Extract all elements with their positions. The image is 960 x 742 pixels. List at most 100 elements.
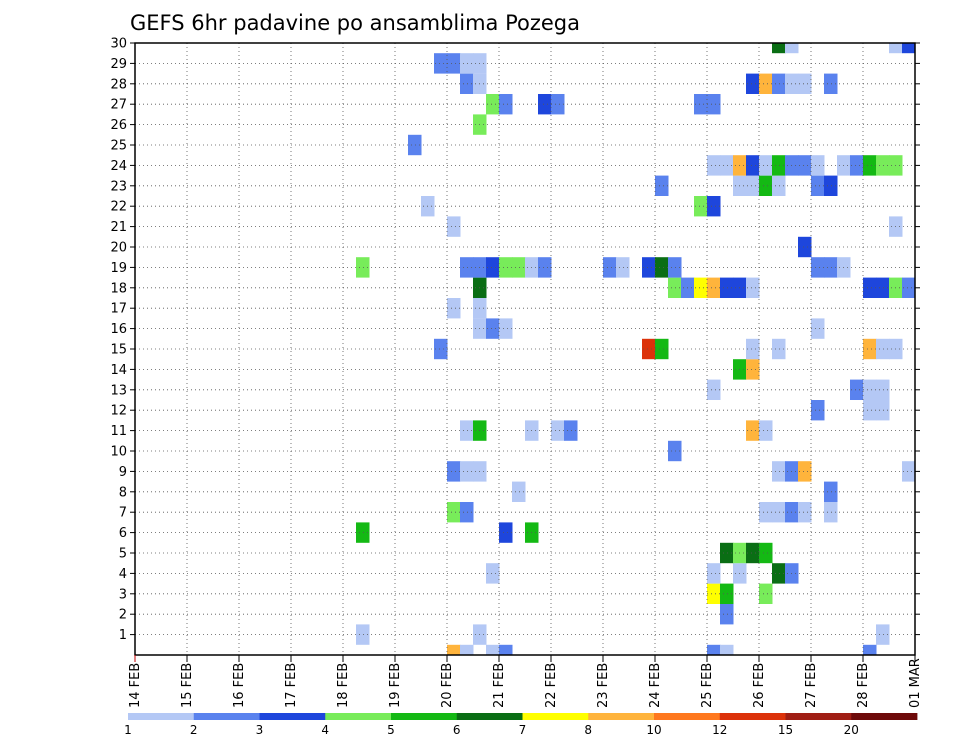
precip-cell	[759, 502, 773, 523]
precip-cell	[759, 583, 773, 604]
precip-cell	[785, 43, 799, 54]
precip-cell	[876, 338, 890, 360]
precip-cell	[746, 277, 760, 298]
precip-cell	[746, 175, 760, 196]
colorbar-label: 8	[584, 723, 592, 737]
colorbar-swatch	[719, 713, 786, 720]
precip-cell	[564, 420, 578, 441]
precip-cell	[811, 400, 825, 421]
colorbar-swatch	[851, 713, 918, 720]
precip-cell	[720, 604, 734, 625]
precip-cell	[603, 257, 617, 278]
colorbar: 1 2 3 4 5 6 7 8 10 12 15 20	[124, 713, 918, 737]
precip-cell	[447, 644, 461, 655]
x-tick-label: 25 FEB	[700, 663, 715, 708]
y-tick-label: 15	[110, 343, 127, 358]
y-tick-label: 2	[119, 608, 127, 623]
precip-cell	[824, 257, 838, 278]
colorbar-swatch	[325, 713, 392, 720]
y-tick-label: 4	[119, 567, 127, 582]
x-tick-label: 28 FEB	[856, 663, 871, 708]
precip-cell	[902, 461, 916, 482]
colorbar-swatch	[456, 713, 523, 720]
precip-cell	[902, 277, 916, 298]
y-tick-label: 21	[110, 220, 127, 235]
precip-cell	[707, 644, 721, 655]
precip-cell	[850, 155, 864, 176]
x-axis: 14 FEB 15 FEB 16 FEB 17 FEB 18 FEB 19 FEB 20 F…	[128, 655, 923, 708]
y-tick-label: 11	[110, 424, 127, 439]
precip-cell	[655, 338, 669, 360]
y-tick-label: 25	[110, 139, 127, 154]
precip-cell	[707, 379, 721, 400]
precip-cell	[798, 461, 812, 482]
precip-cell	[746, 420, 760, 441]
precip-cell	[746, 73, 760, 94]
precip-cell	[720, 583, 734, 604]
precip-cell	[824, 175, 838, 196]
precip-cell	[759, 73, 773, 94]
precip-cell	[707, 277, 721, 298]
precip-cell	[460, 257, 474, 278]
colorbar-swatch	[654, 713, 721, 720]
precip-cell	[746, 155, 760, 176]
precip-cell	[707, 94, 721, 115]
y-tick-label: 5	[119, 547, 127, 562]
precip-cell	[824, 481, 838, 502]
y-tick-label: 14	[110, 363, 127, 378]
precip-cell	[642, 338, 656, 360]
chart-title: GEFS 6hr padavine po ansamblima Pozega	[130, 11, 580, 35]
precip-cell	[499, 94, 513, 115]
x-tick-label: 26 FEB	[752, 663, 767, 708]
x-tick-label: 19 FEB	[388, 663, 403, 708]
precip-cell	[772, 175, 786, 196]
precip-cell	[759, 175, 773, 196]
precip-cell	[447, 298, 461, 319]
x-tick-label: 27 FEB	[804, 663, 819, 708]
precip-cell	[655, 175, 669, 196]
y-tick-label: 22	[110, 200, 127, 215]
colorbar-swatch	[785, 713, 852, 720]
y-tick-label: 13	[110, 383, 127, 398]
precip-cell	[512, 481, 526, 502]
precip-cell	[408, 134, 422, 156]
precip-cell	[863, 644, 877, 655]
colorbar-label: 6	[453, 723, 461, 737]
y-tick-label: 1	[119, 628, 127, 643]
precip-cell	[772, 43, 786, 54]
precip-cell	[434, 338, 448, 360]
y-tick-label: 27	[110, 98, 127, 113]
colorbar-label: 5	[387, 723, 395, 737]
precip-cell	[824, 502, 838, 523]
y-tick-label: 29	[110, 57, 127, 72]
precip-cell	[707, 563, 721, 584]
precip-cell	[486, 94, 500, 115]
x-tick-label: 21 FEB	[492, 663, 507, 708]
x-tick-label: 24 FEB	[648, 663, 663, 708]
colorbar-swatch	[588, 713, 655, 720]
precip-cell	[707, 196, 721, 217]
precip-cell	[772, 73, 786, 94]
colorbar-label: 20	[844, 723, 859, 737]
precip-cell	[694, 196, 708, 217]
y-tick-label: 17	[110, 302, 127, 317]
x-tick-label: 23 FEB	[596, 663, 611, 708]
precip-cell	[863, 155, 877, 176]
precip-cell	[460, 502, 474, 523]
y-tick-label: 12	[110, 404, 127, 419]
colorbar-label: 12	[712, 723, 727, 737]
precip-cell	[811, 155, 825, 176]
precip-cell	[889, 43, 903, 54]
precip-cell	[668, 257, 682, 278]
colorbar-label: 7	[519, 723, 527, 737]
colorbar-label: 10	[646, 723, 661, 737]
precip-cell	[902, 43, 916, 54]
precip-cell	[356, 624, 370, 645]
precip-cell	[798, 155, 812, 176]
precip-cell	[707, 583, 721, 604]
precip-cell	[694, 277, 708, 298]
precip-cell	[876, 277, 890, 298]
colorbar-swatch	[522, 713, 589, 720]
precip-cell	[772, 563, 786, 584]
